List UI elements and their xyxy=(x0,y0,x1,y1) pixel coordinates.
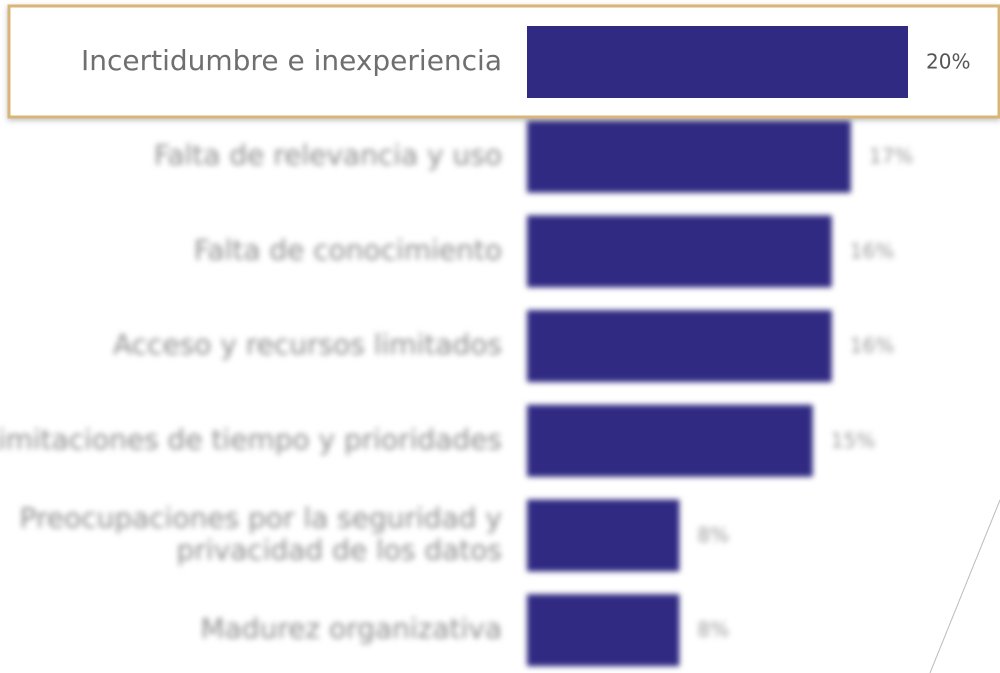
value-label: 17% xyxy=(869,144,913,168)
value-label: 8% xyxy=(697,523,729,547)
bar xyxy=(527,215,832,288)
bar xyxy=(527,120,851,193)
category-label: Incertidumbre e inexperiencia xyxy=(81,44,502,77)
category-label: Falta de relevancia y uso xyxy=(154,139,502,172)
bar xyxy=(527,404,813,477)
bar xyxy=(527,499,680,572)
category-label: Preocupaciones por la seguridad y privaci… xyxy=(20,502,502,567)
bar xyxy=(527,310,832,383)
category-label: Acceso y recursos limitados xyxy=(113,328,502,361)
bar xyxy=(527,26,908,98)
decor-line xyxy=(929,499,1000,673)
highlighted-row: Incertidumbre e inexperiencia 20% xyxy=(81,26,970,98)
value-label: 8% xyxy=(697,618,729,642)
value-label: 16% xyxy=(850,239,894,263)
value-label: 20% xyxy=(926,50,970,74)
category-label: Limitaciones de tiempo y prioridades xyxy=(0,423,502,456)
category-label: Madurez organizativa xyxy=(200,612,502,645)
value-label: 15% xyxy=(831,428,875,452)
category-label: Falta de conocimiento xyxy=(194,233,502,266)
value-label: 16% xyxy=(850,334,894,358)
blurred-rows: Falta de relevancia y uso 17% Falta de con… xyxy=(0,120,913,667)
bar xyxy=(527,594,680,667)
